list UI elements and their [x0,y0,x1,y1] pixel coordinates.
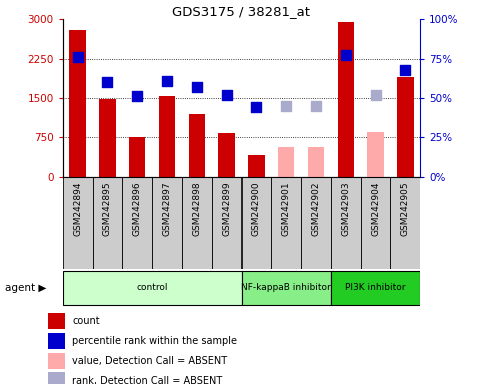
Bar [182,177,212,269]
Bar [361,177,390,269]
Point [74,54,82,60]
Point [253,104,260,111]
Bar [397,77,413,177]
Point [282,103,290,109]
Text: count: count [72,316,100,326]
Text: GSM242894: GSM242894 [73,181,82,236]
Point [193,84,201,90]
Bar [338,22,354,177]
Point [401,66,409,73]
Bar [212,177,242,269]
Text: GSM242903: GSM242903 [341,181,350,236]
Bar [70,30,86,177]
Text: value, Detection Call = ABSENT: value, Detection Call = ABSENT [72,356,227,366]
Bar [48,353,65,369]
Bar [189,114,205,177]
Point [223,92,230,98]
Point [342,52,350,58]
Bar [122,177,152,269]
Text: GSM242904: GSM242904 [371,181,380,236]
Bar [93,177,122,269]
Bar [301,177,331,269]
Text: GSM242905: GSM242905 [401,181,410,236]
Bar [248,155,265,177]
Text: NF-kappaB inhibitor: NF-kappaB inhibitor [242,283,331,293]
Text: PI3K inhibitor: PI3K inhibitor [345,283,406,293]
Bar [278,147,294,177]
Bar [308,147,324,177]
Point [133,93,141,99]
Bar [390,177,420,269]
Bar [48,333,65,349]
Bar [331,177,361,269]
Bar [242,271,331,305]
Bar [63,271,242,305]
Bar [63,177,93,269]
Text: percentile rank within the sample: percentile rank within the sample [72,336,238,346]
Title: GDS3175 / 38281_at: GDS3175 / 38281_at [172,5,311,18]
Text: GSM242902: GSM242902 [312,181,320,236]
Bar [159,96,175,177]
Text: rank, Detection Call = ABSENT: rank, Detection Call = ABSENT [72,376,223,384]
Text: GSM242900: GSM242900 [252,181,261,236]
Bar [218,133,235,177]
Bar [48,372,65,384]
Bar [48,313,65,329]
Bar [129,137,145,177]
Text: GSM242898: GSM242898 [192,181,201,236]
Point [372,92,380,98]
Bar [331,271,420,305]
Text: GSM242895: GSM242895 [103,181,112,236]
Text: GSM242896: GSM242896 [133,181,142,236]
Text: control: control [136,283,168,293]
Text: GSM242901: GSM242901 [282,181,291,236]
Bar [99,99,115,177]
Bar [271,177,301,269]
Text: agent ▶: agent ▶ [5,283,46,293]
Point [104,79,112,85]
Bar [242,177,271,269]
Point [163,78,171,84]
Bar [152,177,182,269]
Bar [368,132,384,177]
Text: GSM242897: GSM242897 [163,181,171,236]
Point [312,103,320,109]
Text: GSM242899: GSM242899 [222,181,231,236]
